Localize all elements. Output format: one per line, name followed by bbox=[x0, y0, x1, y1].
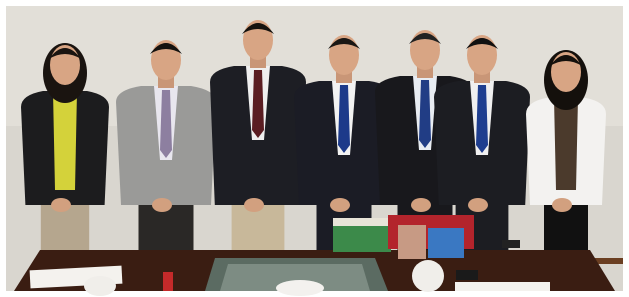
hand bbox=[411, 198, 431, 212]
hand bbox=[51, 198, 71, 212]
tie bbox=[338, 85, 350, 153]
photo bbox=[0, 0, 629, 297]
shirt bbox=[554, 98, 578, 190]
phone bbox=[502, 240, 520, 248]
gift-box-blue bbox=[428, 228, 464, 258]
paper bbox=[455, 282, 550, 291]
hand bbox=[552, 198, 572, 212]
name-card bbox=[163, 272, 173, 291]
hand bbox=[244, 198, 264, 212]
hand bbox=[152, 198, 172, 212]
page: (() => { const svg = document.getElement… bbox=[0, 0, 629, 297]
tie bbox=[252, 70, 264, 138]
gift-box-top bbox=[333, 218, 391, 226]
hand bbox=[330, 198, 350, 212]
teacup bbox=[412, 260, 444, 292]
tie bbox=[476, 85, 488, 153]
tie bbox=[160, 90, 172, 158]
hand bbox=[468, 198, 488, 212]
gift-box bbox=[333, 222, 391, 252]
tie bbox=[419, 80, 431, 148]
gift-box-pattern bbox=[398, 225, 426, 259]
phone bbox=[456, 270, 478, 280]
teacup bbox=[84, 276, 116, 296]
shirt bbox=[53, 91, 77, 190]
napkin bbox=[276, 280, 324, 296]
